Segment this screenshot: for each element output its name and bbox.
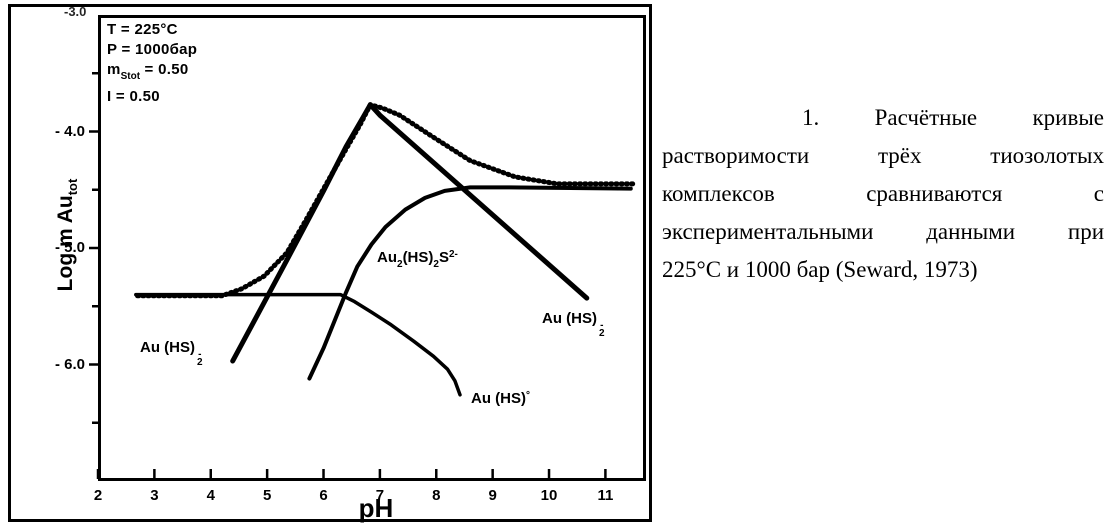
figure-frame: -3.0 T = 225°C P = 1000бар mStot = 0.50 … xyxy=(8,4,652,523)
curve-experimental-data-seward-1973- xyxy=(135,102,639,299)
caption-line: экспериментальными данными при xyxy=(662,219,1104,244)
x-tick-label: 11 xyxy=(597,487,614,504)
condition-temperature: T = 225°C xyxy=(107,21,178,38)
x-tick-label: 3 xyxy=(150,487,159,504)
curves xyxy=(134,102,639,397)
y-tick-label-partial: -3.0 xyxy=(64,4,87,18)
plot-border xyxy=(98,15,646,481)
caption-line: 1. Расчётные кривые xyxy=(802,105,1104,130)
curve-label-au-hs2-minus-left: Au (HS) -2 xyxy=(140,339,203,368)
y-axis-label: Log m Autot xyxy=(54,178,80,292)
y-tick-label: - 6.0 xyxy=(54,355,85,373)
condition-sulfur-molality: mStot = 0.50 xyxy=(107,61,189,82)
curve-label-au2-hs2-s: Au2(HS)2S2- xyxy=(377,249,458,270)
x-tick-label: 2 xyxy=(93,487,103,504)
x-axis-label: pH xyxy=(358,493,394,523)
y-tick-label: - 5.0 xyxy=(54,239,85,256)
stoich-sub: 2 xyxy=(197,357,203,368)
curve-label-au-hs0: Au (HS)° xyxy=(471,390,530,407)
chart-svg xyxy=(89,15,646,481)
x-tick-label: 6 xyxy=(319,487,328,504)
curve-au2-hs-2s2-calculated xyxy=(307,185,633,381)
caption-line: комплексов сравниваются с xyxy=(662,181,1104,206)
figure-caption: 1. Расчётные кривые растворимости трёх т… xyxy=(662,99,1104,289)
charge-sup: - xyxy=(600,320,604,331)
stoich-sub: 2 xyxy=(599,328,605,339)
y-tick-label: - 4.0 xyxy=(54,122,85,140)
x-tick-label: 5 xyxy=(262,487,272,504)
x-tick-label: 9 xyxy=(488,487,497,504)
conditions-box: T = 225°C P = 1000бар mStot = 0.50 I = 0… xyxy=(107,20,197,107)
caption-line: 225°С и 1000 бар (Seward, 1973) xyxy=(662,257,978,282)
x-tick-label: 10 xyxy=(540,487,558,504)
curve-au-hs-0-calculated xyxy=(134,292,462,397)
curve-label-au-hs2-minus-right: Au (HS) -2 xyxy=(542,310,605,339)
condition-pressure: P = 1000бар xyxy=(107,41,198,58)
charge-sup: - xyxy=(198,349,202,360)
x-tick-label: 7 xyxy=(375,487,385,504)
caption-line: растворимости трёх тиозолотых xyxy=(662,143,1104,168)
curve-au-hs-2-calculated xyxy=(230,102,590,364)
x-tick-label: 8 xyxy=(432,487,441,504)
tick-marks xyxy=(89,72,607,479)
condition-ionic-strength: I = 0.50 xyxy=(107,88,160,105)
x-tick-label: 4 xyxy=(206,487,215,504)
